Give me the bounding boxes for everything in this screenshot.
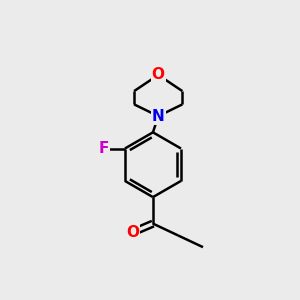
Text: N: N: [152, 109, 165, 124]
Text: O: O: [126, 225, 139, 240]
Text: F: F: [98, 141, 109, 156]
Text: O: O: [152, 68, 165, 82]
